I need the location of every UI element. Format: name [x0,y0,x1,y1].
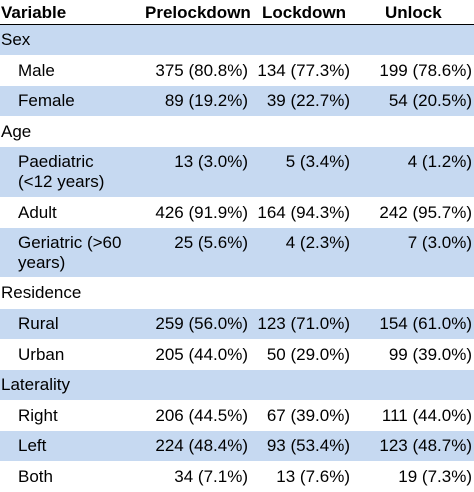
data-row: Geriatric (>60 years) 25 (5.6%) 4 (2.3%) 7 … [0,227,474,278]
value-cell: 123 (71.0%) [252,308,354,340]
value-cell: 39 (22.7%) [252,85,354,117]
data-row: Urban 205 (44.0%) 50 (29.0%) 99 (39.0%) [0,339,474,370]
value-cell: 4 (1.2%) [354,146,474,198]
row-label: Paediatric (<12 years) [0,146,130,198]
row-label: Female [0,85,130,117]
value-cell: 4 (2.3%) [252,227,354,278]
value-cell: 242 (95.7%) [379,202,472,222]
data-row: Male 375 (80.8%) 134 (77.3%) 199 (78.6%) [0,55,474,86]
value-cell: 205 (44.0%) [155,344,248,364]
row-label: Urban [18,344,65,364]
group-label: Sex [0,24,474,56]
data-row: Left 224 (48.4%) 93 (53.4%) 123 (48.7%) [0,430,474,462]
group-label: Residence [1,283,82,303]
value-cell: 224 (48.4%) [130,430,252,462]
data-row: Both 34 (7.1%) 13 (7.6%) 19 (7.3%) [0,461,474,491]
row-label: Both [18,466,53,486]
data-row: Female 89 (19.2%) 39 (22.7%) 54 (20.5%) [0,85,474,117]
data-row: Right 206 (44.5%) 67 (39.0%) 111 (44.0%) [0,400,474,431]
header-cell: Lockdown [252,0,354,25]
row-label: Rural [0,308,130,340]
header-cell: Variable [0,0,130,25]
value-cell: 154 (61.0%) [354,308,474,340]
value-cell: 89 (19.2%) [130,85,252,117]
value-cell: 259 (56.0%) [130,308,252,340]
row-label: Right [18,405,58,425]
value-cell: 54 (20.5%) [354,85,474,117]
value-cell: 34 (7.1%) [174,466,248,486]
row-label: Male [18,60,55,80]
value-cell: 111 (44.0%) [381,405,472,425]
group-row: Age [0,116,474,147]
value-cell: 206 (44.5%) [155,405,248,425]
value-cell: 19 (7.3%) [398,466,472,486]
group-label: Laterality [0,369,474,401]
value-cell: 93 (53.4%) [252,430,354,462]
value-cell: 7 (3.0%) [354,227,474,278]
table-body: Sex Male 375 (80.8%) 134 (77.3%) 199 (78.6%)… [0,24,474,492]
row-label: Geriatric (>60 years) [0,227,130,278]
value-cell: 375 (80.8%) [155,60,248,80]
header-cell: Unlock [354,0,474,25]
group-row: Laterality [0,369,474,401]
value-cell: 134 (77.3%) [257,60,350,80]
data-row: Adult 426 (91.9%) 164 (94.3%) 242 (95.7%) [0,197,474,228]
value-cell: 164 (94.3%) [257,202,350,222]
value-cell: 99 (39.0%) [388,344,472,364]
value-cell: 13 (3.0%) [130,146,252,198]
group-row: Residence [0,277,474,309]
value-cell: 426 (91.9%) [155,202,248,222]
value-cell: 13 (7.6%) [276,466,350,486]
data-row: Rural 259 (56.0%) 123 (71.0%) 154 (61.0%) [0,308,474,340]
value-cell: 5 (3.4%) [252,146,354,198]
value-cell: 50 (29.0%) [266,344,350,364]
group-label: Age [1,121,32,141]
header-cell: Prelockdown [130,0,252,25]
group-row: Sex [0,24,474,56]
data-row: Paediatric (<12 years) 13 (3.0%) 5 (3.4%) 4… [0,146,474,198]
value-cell: 67 (39.0%) [266,405,350,425]
row-label: Adult [18,202,57,222]
header-row: Variable Prelockdown Lockdown Unlock [0,0,474,25]
value-cell: 199 (78.6%) [379,60,472,80]
value-cell: 123 (48.7%) [354,430,474,462]
row-label: Left [0,430,130,462]
value-cell: 25 (5.6%) [130,227,252,278]
